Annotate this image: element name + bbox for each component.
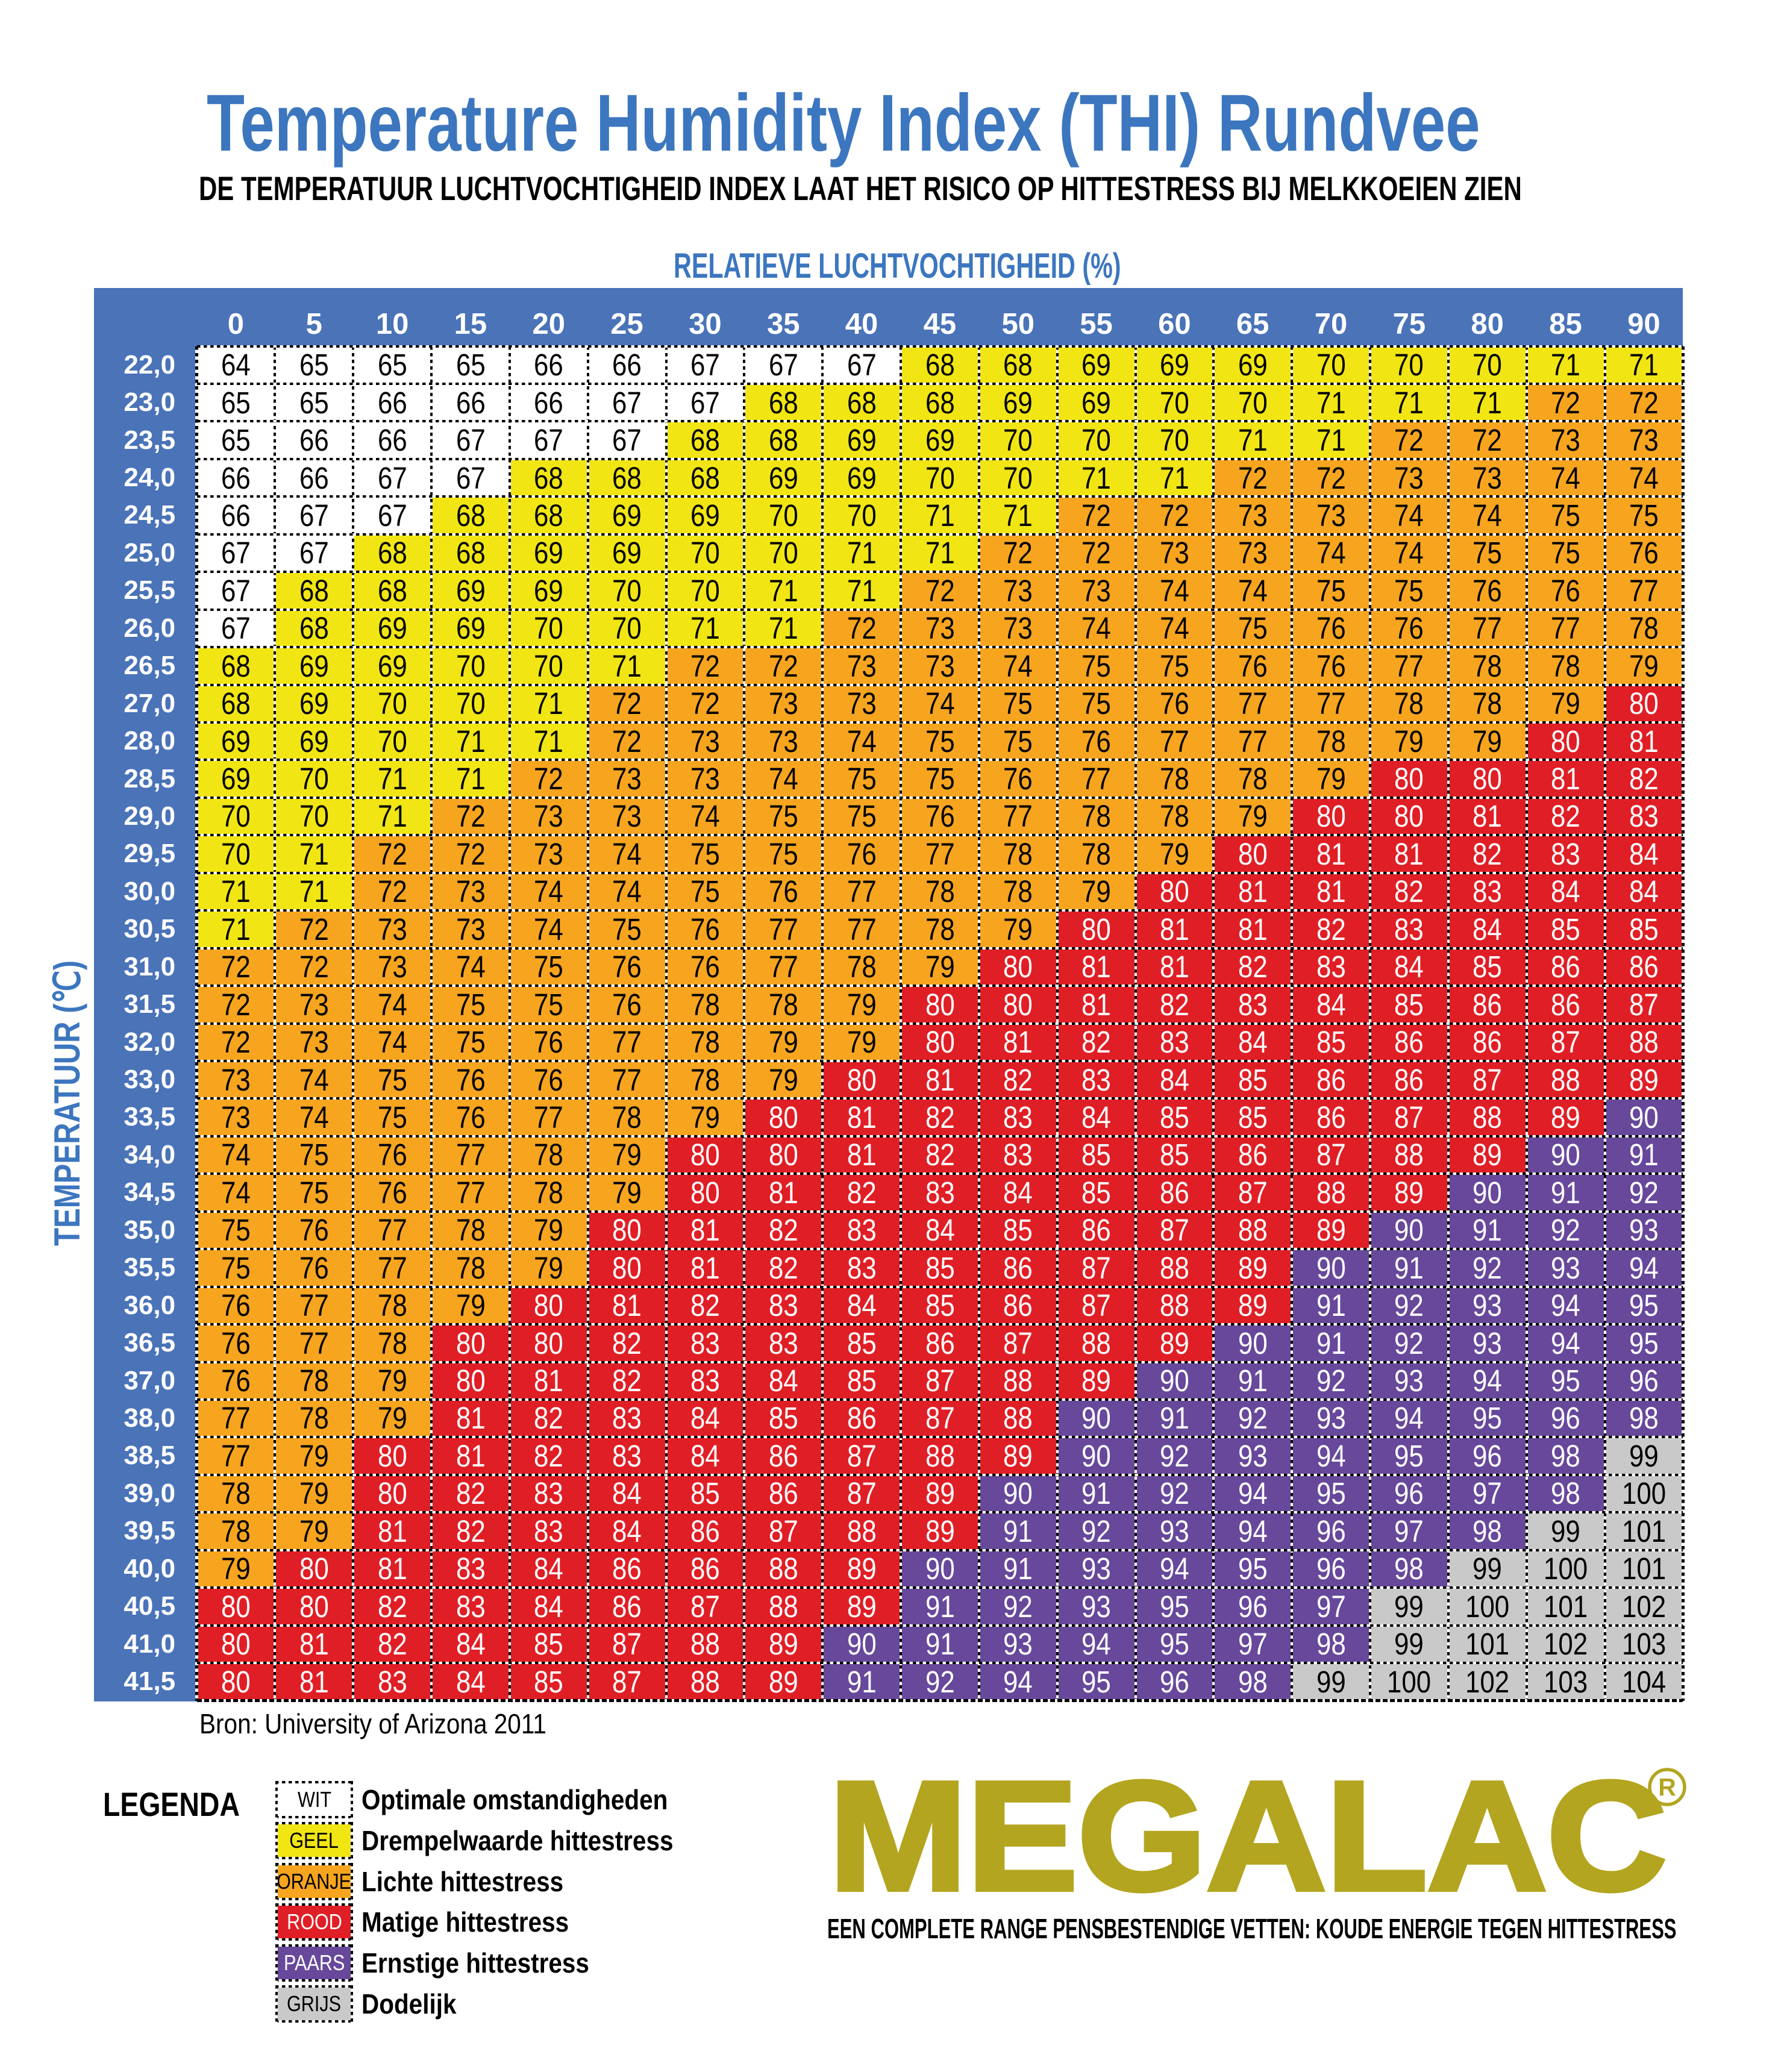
svg-text:R: R (1658, 1773, 1676, 1801)
